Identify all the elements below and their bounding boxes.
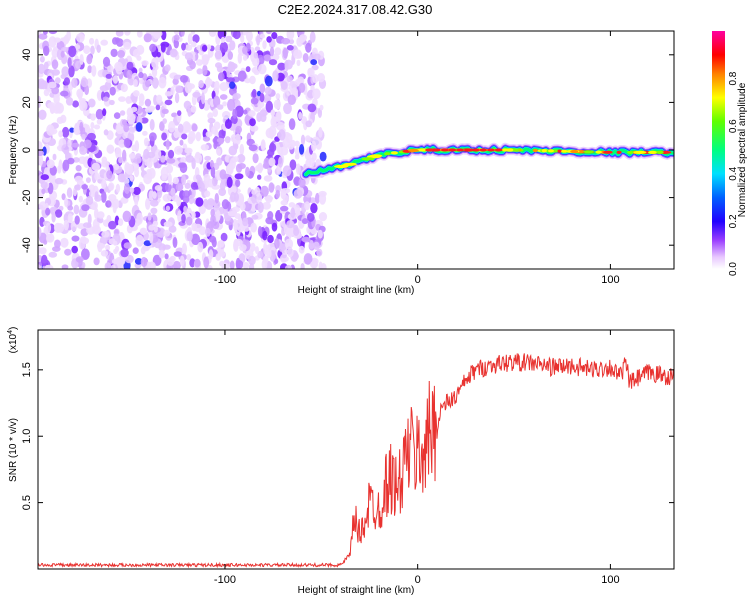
snr-scale-exponent: 4 bbox=[7, 330, 14, 334]
spectrogram-content bbox=[38, 31, 674, 269]
spectrogram-panel: -100 0 100 -40 -20 0 20 40 Height of straight l… bbox=[8, 30, 675, 296]
spectrogram-x-tick-label: -100 bbox=[214, 274, 236, 286]
spectrogram-y-tick-label: -20 bbox=[21, 190, 33, 206]
snr-series-line bbox=[38, 353, 674, 569]
snr-x-axis-label: Height of straight line (km) bbox=[298, 585, 415, 596]
snr-y-axis-label: SNR (10 * v/v) bbox=[8, 418, 19, 482]
spectrogram-x-tick-label: 0 bbox=[415, 274, 421, 286]
snr-scale-factor: (x104) bbox=[7, 327, 19, 354]
spectrogram-y-tick-label: 0 bbox=[21, 147, 33, 153]
colorbar-tick-label: 0.2 bbox=[728, 214, 739, 228]
spectrogram-x-tick-label: 100 bbox=[601, 274, 619, 286]
spectrogram-y-tick-label: 40 bbox=[21, 49, 33, 61]
spectrogram-y-axis-label: Frequency (Hz) bbox=[8, 116, 19, 185]
snr-scale-prefix: (x10 bbox=[8, 333, 19, 353]
figure-title: C2E2.2024.317.08.42.G30 bbox=[278, 2, 433, 17]
snr-ticks: -100 0 100 0.5 1.0 1.5 bbox=[21, 330, 674, 586]
snr-y-tick-label: 0.5 bbox=[21, 495, 33, 510]
spectrogram-y-tick-label: -40 bbox=[21, 237, 33, 253]
snr-x-tick-label: 100 bbox=[601, 574, 619, 586]
colorbar-tick-label: 0.0 bbox=[728, 262, 739, 276]
snr-x-tick-label: 0 bbox=[415, 574, 421, 586]
snr-y-tick-label: 1.5 bbox=[21, 362, 33, 377]
snr-scale-close: ) bbox=[8, 327, 19, 330]
spectrogram-ticks: -100 0 100 -40 -20 0 20 40 bbox=[21, 31, 674, 286]
snr-panel: -100 0 100 0.5 1.0 1.5 Height of straight lin… bbox=[7, 327, 675, 596]
spectrogram-x-axis-label: Height of straight line (km) bbox=[298, 285, 415, 296]
snr-x-tick-label: -100 bbox=[214, 574, 236, 586]
snr-frame bbox=[37, 329, 675, 570]
snr-content bbox=[38, 353, 674, 569]
colorbar-gradient bbox=[712, 31, 725, 269]
colorbar-label: Normalized spectral amplitude bbox=[737, 82, 748, 217]
colorbar: 0.0 0.2 0.4 0.6 0.8 Normalized spectral ampl… bbox=[712, 31, 748, 276]
colorbar-tick-label: 0.4 bbox=[728, 166, 739, 180]
spectrogram-y-tick-label: 20 bbox=[21, 96, 33, 108]
svg-text:(x104): (x104) bbox=[7, 327, 19, 354]
colorbar-ticks: 0.0 0.2 0.4 0.6 0.8 bbox=[728, 71, 739, 276]
snr-y-tick-label: 1.0 bbox=[21, 429, 33, 444]
colorbar-tick-label: 0.8 bbox=[728, 71, 739, 85]
colorbar-tick-label: 0.6 bbox=[728, 119, 739, 133]
